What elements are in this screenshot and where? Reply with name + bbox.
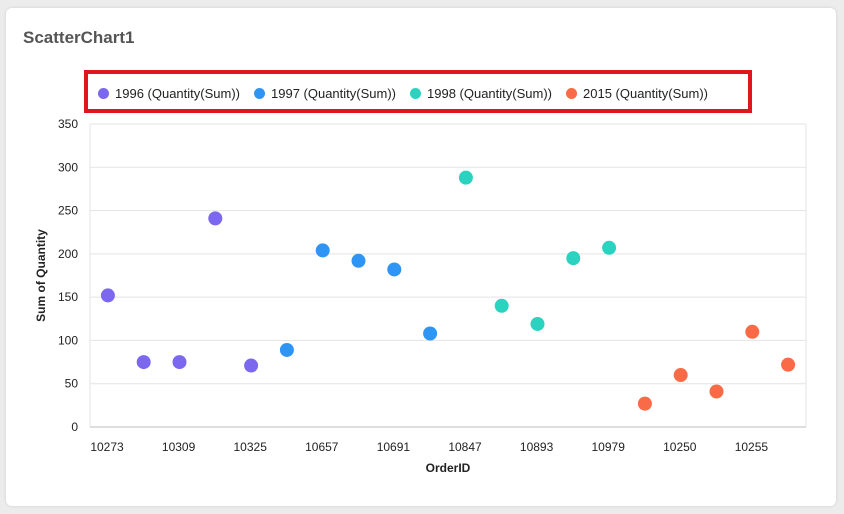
x-tick-label: 10325 [234, 440, 268, 454]
x-tick-label: 10657 [305, 440, 339, 454]
data-point [172, 355, 187, 370]
y-tick-label: 300 [58, 160, 78, 174]
x-tick-label: 10309 [162, 440, 196, 454]
data-point [637, 396, 652, 411]
legend-highlight-box [84, 70, 752, 113]
x-tick-label: 10691 [377, 440, 411, 454]
legend-label: 1997 (Quantity(Sum)) [271, 86, 396, 101]
legend-marker [566, 88, 577, 99]
legend-item[interactable]: 2015 (Quantity(Sum)) [566, 86, 708, 101]
chart-card-title: ScatterChart1 [23, 28, 135, 47]
y-tick-label: 200 [58, 247, 78, 261]
legend-label: 2015 (Quantity(Sum)) [583, 86, 708, 101]
x-tick-label: 10273 [90, 440, 124, 454]
data-point [208, 211, 223, 226]
legend-label: 1996 (Quantity(Sum)) [115, 86, 240, 101]
legend-item[interactable]: 1996 (Quantity(Sum)) [98, 86, 240, 101]
data-point [781, 357, 796, 372]
chart-legend: 1996 (Quantity(Sum)) 1997 (Quantity(Sum))… [98, 86, 722, 101]
data-point [279, 342, 294, 357]
legend-item[interactable]: 1997 (Quantity(Sum)) [254, 86, 396, 101]
x-axis-title: OrderID [426, 461, 471, 475]
legend-marker [98, 88, 109, 99]
data-point [530, 316, 545, 331]
x-tick-label: 10979 [592, 440, 626, 454]
data-point [244, 358, 259, 373]
y-tick-label: 350 [58, 117, 78, 131]
chart-card: ScatterChart1 [6, 8, 836, 506]
data-point [100, 288, 115, 303]
y-tick-label: 100 [58, 333, 78, 347]
data-point [602, 240, 617, 255]
data-point [566, 251, 581, 266]
data-point [673, 368, 688, 383]
x-tick-label: 10255 [735, 440, 769, 454]
data-point [387, 262, 402, 277]
data-point [136, 355, 151, 370]
data-point [709, 384, 724, 399]
x-tick-label: 10847 [448, 440, 482, 454]
legend-marker [254, 88, 265, 99]
x-tick-label: 10893 [520, 440, 554, 454]
data-point [458, 170, 473, 185]
y-tick-label: 150 [58, 290, 78, 304]
data-point [315, 243, 330, 258]
x-tick-label: 10250 [663, 440, 697, 454]
data-point [745, 324, 760, 339]
y-tick-label: 0 [71, 420, 78, 434]
y-axis-title: Sum of Quantity [34, 229, 48, 322]
data-point [423, 326, 438, 341]
y-tick-label: 50 [65, 377, 79, 391]
data-point [494, 298, 509, 313]
data-point [351, 253, 366, 268]
legend-label: 1998 (Quantity(Sum)) [427, 86, 552, 101]
y-tick-label: 250 [58, 204, 78, 218]
legend-item[interactable]: 1998 (Quantity(Sum)) [410, 86, 552, 101]
legend-marker [410, 88, 421, 99]
